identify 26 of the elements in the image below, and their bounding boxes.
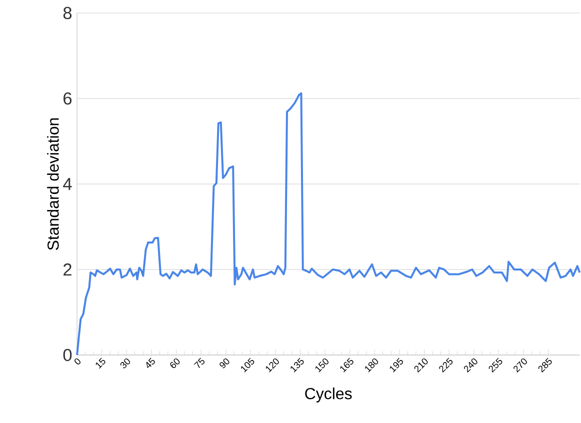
x-tick-label: 60 bbox=[170, 358, 180, 368]
x-tick-label: 285 bbox=[538, 358, 552, 373]
x-tick-label: 165 bbox=[340, 358, 354, 372]
y-tick-label: 6 bbox=[64, 92, 72, 105]
x-tick-label: 255 bbox=[488, 358, 502, 373]
x-tick-label: 225 bbox=[439, 358, 453, 373]
x-tick-label: 15 bbox=[96, 358, 106, 369]
y-tick-label: 8 bbox=[63, 6, 72, 20]
x-axis-title: Cycles bbox=[305, 388, 352, 402]
x-tick-label: 240 bbox=[464, 358, 478, 373]
x-tick-label: 135 bbox=[290, 358, 304, 372]
x-tick-label: 90 bbox=[220, 358, 230, 368]
x-tick-label: 0 bbox=[74, 358, 80, 364]
x-tick-label: 270 bbox=[514, 358, 527, 373]
x-tick-label: 45 bbox=[146, 358, 155, 368]
x-tick-label: 120 bbox=[266, 358, 279, 372]
x-tick-label: 195 bbox=[390, 358, 403, 372]
y-axis-title: Standard deviation bbox=[47, 118, 59, 250]
x-tick-label: 150 bbox=[315, 358, 328, 372]
y-tick-label: 4 bbox=[63, 178, 72, 190]
x-tick-label: 75 bbox=[194, 358, 204, 368]
x-tick-label: 105 bbox=[241, 358, 254, 372]
x-tick-label: 30 bbox=[120, 358, 130, 368]
y-tick-label: 2 bbox=[64, 263, 72, 276]
x-tick-label: 180 bbox=[365, 358, 378, 372]
x-tick-label: 210 bbox=[414, 358, 428, 373]
